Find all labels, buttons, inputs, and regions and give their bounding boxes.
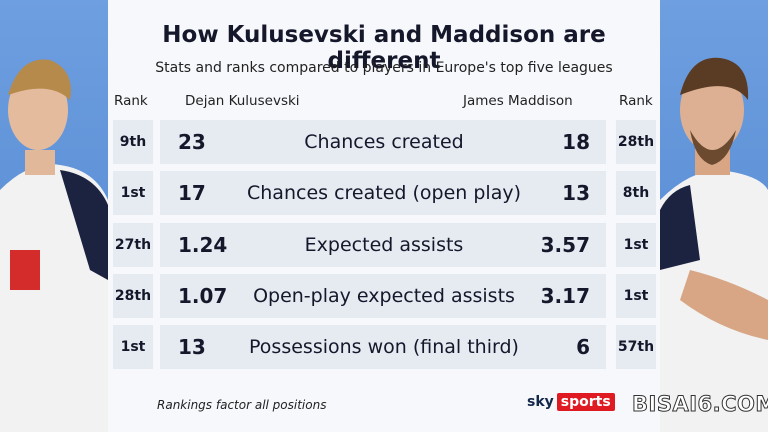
- watermark: BISAI6.COM: [632, 392, 768, 417]
- left-player: [0, 59, 108, 432]
- stat-label: Possessions won (final third): [249, 336, 519, 359]
- logo-text: sports: [556, 393, 615, 411]
- right-rank: 57th: [616, 325, 656, 370]
- stat-label: Expected assists: [304, 233, 464, 256]
- left-rank: 9th: [113, 120, 153, 164]
- stat-label: Chances created (open play): [247, 182, 521, 205]
- subtitle: Stats and ranks compared to players in E…: [155, 60, 613, 76]
- row-band: [160, 325, 606, 370]
- right-value: 6: [576, 335, 590, 360]
- row-band: [160, 171, 606, 216]
- title: How Kulusevski and Maddison are differen…: [162, 22, 606, 74]
- logo-text: sky: [527, 394, 554, 410]
- left-value: 23: [178, 130, 206, 154]
- row-band: [160, 222, 606, 267]
- left-rank: 27th: [113, 222, 153, 267]
- left-value: 13: [178, 335, 206, 360]
- right-value: 13: [562, 181, 590, 206]
- left-value: 1.24: [178, 232, 228, 257]
- column-header: Rank: [114, 93, 148, 109]
- left-rank: 1st: [113, 171, 153, 216]
- right-rank: 1st: [616, 273, 656, 318]
- right-player: [660, 57, 768, 432]
- right-rank: 1st: [616, 222, 656, 267]
- row-band: [160, 120, 606, 164]
- stat-label: Chances created: [304, 131, 464, 153]
- column-header: Dejan Kulusevski: [185, 93, 300, 109]
- row-band: [160, 273, 606, 318]
- left-value: 17: [178, 181, 206, 206]
- right-rank: 8th: [616, 171, 656, 216]
- right-value: 3.17: [540, 283, 590, 308]
- right-rank: 28th: [616, 120, 656, 164]
- footnote: Rankings factor all positions: [157, 398, 327, 412]
- column-header: Rank: [619, 93, 653, 109]
- left-rank: 28th: [113, 273, 153, 318]
- column-header: James Maddison: [463, 93, 573, 109]
- right-value: 18: [562, 130, 590, 154]
- left-value: 1.07: [178, 283, 228, 308]
- stat-label: Open-play expected assists: [253, 284, 515, 307]
- sky-sports-logo: sky sports: [527, 393, 615, 411]
- left-rank: 1st: [113, 325, 153, 370]
- right-value: 3.57: [540, 232, 590, 257]
